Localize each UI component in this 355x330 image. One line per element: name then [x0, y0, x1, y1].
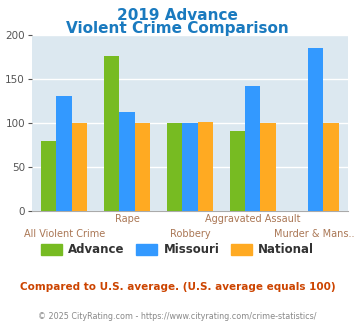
Bar	[104, 56, 119, 211]
Bar	[308, 48, 323, 211]
Text: Murder & Mans...: Murder & Mans...	[274, 229, 355, 239]
Bar	[245, 86, 261, 211]
Bar	[323, 123, 339, 211]
Bar	[198, 122, 213, 211]
Bar	[230, 131, 245, 211]
Text: 2019 Advance: 2019 Advance	[117, 8, 238, 23]
Text: Violent Crime Comparison: Violent Crime Comparison	[66, 21, 289, 36]
Text: Rape: Rape	[115, 214, 140, 224]
Bar	[182, 123, 198, 211]
Bar	[135, 123, 150, 211]
Legend: Advance, Missouri, National: Advance, Missouri, National	[36, 239, 319, 261]
Text: © 2025 CityRating.com - https://www.cityrating.com/crime-statistics/: © 2025 CityRating.com - https://www.city…	[38, 312, 317, 321]
Text: Robbery: Robbery	[170, 229, 210, 239]
Bar	[119, 112, 135, 211]
Text: All Violent Crime: All Violent Crime	[23, 229, 105, 239]
Bar	[41, 141, 56, 211]
Text: Compared to U.S. average. (U.S. average equals 100): Compared to U.S. average. (U.S. average …	[20, 282, 335, 292]
Text: Aggravated Assault: Aggravated Assault	[205, 214, 301, 224]
Bar	[72, 123, 87, 211]
Bar	[167, 123, 182, 211]
Bar	[261, 123, 276, 211]
Bar	[56, 96, 72, 211]
